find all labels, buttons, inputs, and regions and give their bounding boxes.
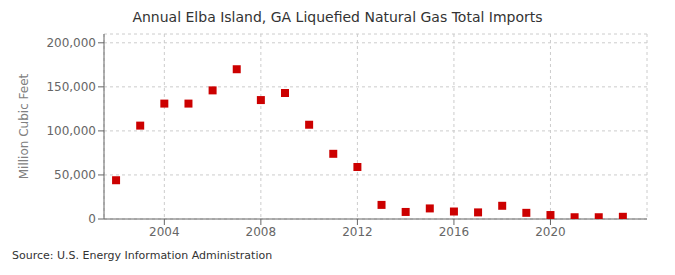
html-text:Annual Elba Island, GA Liquefi: Annual Elba Island, GA Liquefied Natural… (132, 9, 543, 25)
svg-text:200,000: 200,000 (46, 36, 96, 50)
svg-text:100,000: 100,000 (46, 124, 96, 138)
svg-text:2004: 2004 (149, 225, 180, 239)
svg-text:2016: 2016 (439, 225, 470, 239)
svg-text:50,000: 50,000 (54, 168, 96, 182)
html-text:Source: U.S. Energy Informatio: Source: U.S. Energy Information Administ… (12, 249, 273, 262)
svg-text:0: 0 (88, 212, 96, 226)
svg-text:Million Cubic Feet: Million Cubic Feet (17, 73, 31, 179)
svg-text:150,000: 150,000 (46, 80, 96, 94)
svg-text:2020: 2020 (535, 225, 566, 239)
svg-text:2012: 2012 (342, 225, 373, 239)
svg-text:2008: 2008 (246, 225, 277, 239)
